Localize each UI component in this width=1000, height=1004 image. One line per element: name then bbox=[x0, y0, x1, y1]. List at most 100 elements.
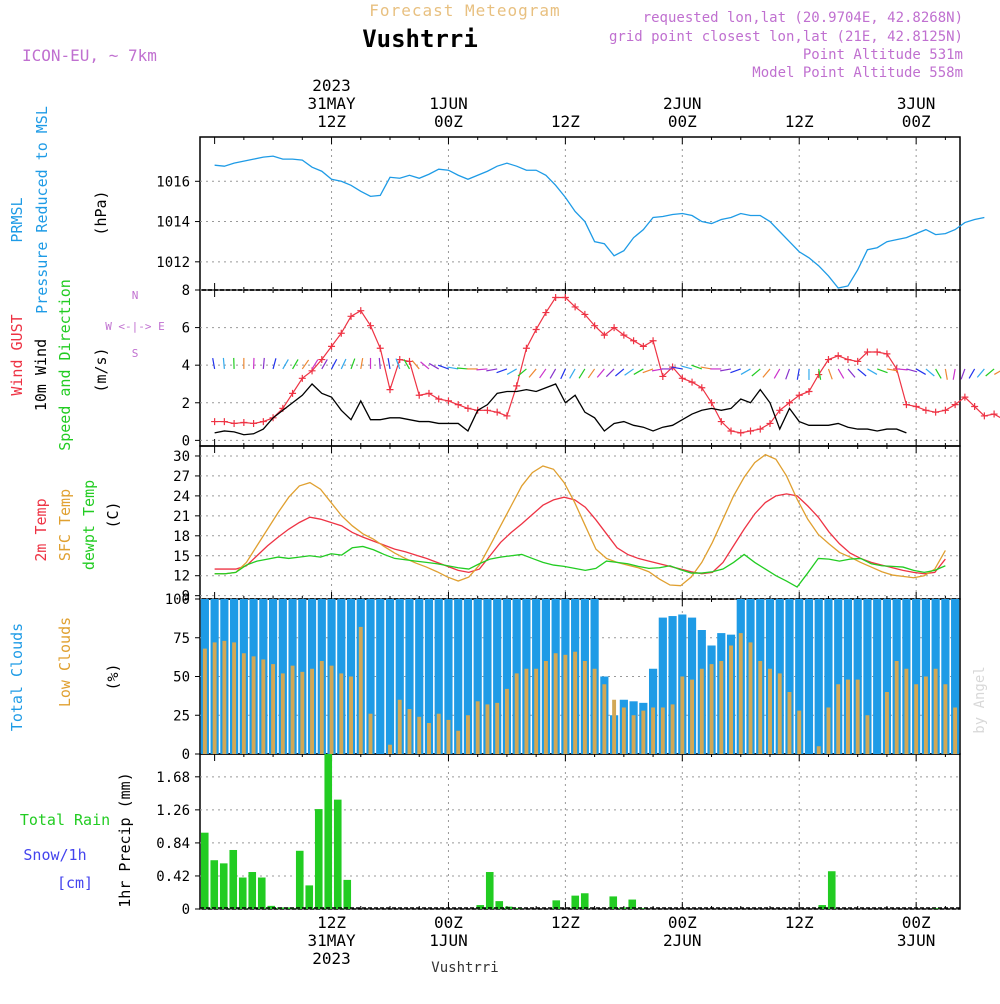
bottom-time-label: 00Z bbox=[902, 913, 931, 932]
wind-direction-arrow bbox=[615, 369, 623, 376]
low-cloud-bar bbox=[456, 731, 460, 754]
top-time-label: 12Z bbox=[785, 112, 814, 131]
y-tick-label: 50 bbox=[173, 670, 190, 686]
y-tick-label: 0.42 bbox=[156, 869, 190, 885]
low-cloud-bar bbox=[797, 711, 801, 754]
top-time-label: 3JUN bbox=[897, 94, 936, 113]
gust-marker bbox=[630, 337, 637, 344]
low-cloud-bar bbox=[846, 680, 850, 754]
pressure-label-long: Pressure Reduced to MSL bbox=[33, 106, 51, 314]
low-cloud-bar bbox=[651, 708, 655, 755]
low-cloud-bar bbox=[612, 700, 616, 754]
y-tick-label: 0 bbox=[182, 902, 190, 918]
y-tick-label: 1012 bbox=[156, 255, 190, 271]
model-altitude: Model Point Altitude 558m bbox=[752, 65, 963, 81]
wind-direction-arrow bbox=[429, 363, 439, 369]
bottom-time-label: 12Z bbox=[551, 913, 580, 932]
total-rain-label: Total Rain bbox=[20, 811, 110, 829]
rain-bar bbox=[296, 851, 304, 909]
low-cloud-bar bbox=[271, 664, 275, 754]
y-tick-label: 1.68 bbox=[156, 770, 190, 786]
low-cloud-bar bbox=[524, 669, 528, 754]
wind-direction-arrow bbox=[848, 369, 855, 377]
wind-direction-arrow bbox=[273, 358, 276, 369]
low-cloud-bar bbox=[222, 641, 226, 754]
low-cloud-bar bbox=[641, 711, 645, 754]
rain-bar bbox=[581, 893, 589, 909]
gust-marker bbox=[991, 411, 998, 418]
wind-direction-arrow bbox=[752, 369, 760, 376]
rain-bar bbox=[486, 872, 494, 909]
low-cloud-bar bbox=[768, 669, 772, 754]
low-cloud-bar bbox=[758, 661, 762, 754]
y-tick-label: 21 bbox=[173, 509, 190, 525]
pressure-label-short: PRMSL bbox=[8, 197, 26, 242]
wind-line bbox=[215, 384, 907, 435]
low-cloud-bar bbox=[661, 708, 665, 755]
wind-direction-arrow bbox=[634, 369, 644, 375]
top-time-label: 1JUN bbox=[429, 94, 468, 113]
model-label: ICON-EU, ~ 7km bbox=[22, 46, 157, 65]
location-title: Vushtrri bbox=[362, 25, 478, 53]
low-cloud-bar bbox=[778, 673, 782, 754]
wind-unit: (m/s) bbox=[92, 347, 110, 392]
gust-marker bbox=[455, 401, 462, 408]
gust-marker bbox=[650, 337, 657, 344]
wind-direction-arrow bbox=[570, 369, 576, 379]
gust-marker bbox=[942, 407, 949, 414]
rain-bar bbox=[258, 878, 266, 909]
total-cloud-bar bbox=[805, 599, 813, 754]
rain-bar bbox=[305, 885, 313, 909]
low-cloud-bar bbox=[719, 661, 723, 754]
low-cloud-bar bbox=[690, 680, 694, 754]
rain-bar bbox=[315, 809, 323, 909]
wind-direction-arrow bbox=[774, 369, 780, 379]
low-cloud-bar bbox=[242, 653, 246, 754]
top-time-label: 00Z bbox=[434, 112, 463, 131]
rain-bar bbox=[343, 880, 351, 909]
precip-label: 1hr Precip (mm) bbox=[116, 772, 134, 907]
credit-watermark: by Angel bbox=[972, 666, 988, 733]
wind-direction-arrow bbox=[643, 369, 653, 373]
compass-we: W <-|-> E bbox=[105, 320, 165, 333]
bottom-time-label: 12Z bbox=[317, 913, 346, 932]
wind-direction-arrow bbox=[293, 359, 299, 369]
low-cloud-bar bbox=[895, 661, 899, 754]
gust-marker bbox=[377, 345, 384, 352]
low-cloud-bar bbox=[739, 633, 743, 754]
wind-direction-arrow bbox=[497, 369, 507, 373]
y-tick-label: 2 bbox=[182, 396, 190, 412]
gust-marker bbox=[708, 399, 715, 406]
low-cloud-bar bbox=[320, 661, 324, 754]
snow-unit: [cm] bbox=[57, 874, 93, 892]
low-cloud-bar bbox=[602, 684, 606, 754]
rain-bar bbox=[201, 833, 209, 909]
y-tick-label: 1.26 bbox=[156, 803, 190, 819]
wind-direction-arrow bbox=[332, 359, 337, 369]
temp2m-line bbox=[215, 494, 946, 574]
low-cloud-bar bbox=[788, 692, 792, 754]
low-cloud-bar bbox=[203, 649, 207, 754]
gust-marker bbox=[445, 397, 452, 404]
total-cloud-bar bbox=[873, 599, 881, 754]
wind-direction-arrow bbox=[961, 369, 965, 379]
y-tick-label: 18 bbox=[173, 529, 190, 545]
low-cloud-bar bbox=[213, 642, 217, 754]
gust-marker bbox=[425, 390, 432, 397]
rain-bar bbox=[324, 754, 332, 909]
dewpt-label: dewpt Temp bbox=[80, 480, 98, 570]
top-time-label: 00Z bbox=[668, 112, 697, 131]
low-cloud-bar bbox=[554, 653, 558, 754]
rain-bar bbox=[828, 871, 836, 909]
total-cloud-bar bbox=[376, 599, 384, 754]
rain-bar bbox=[229, 850, 237, 909]
wind-direction-arrow bbox=[681, 366, 692, 369]
low-cloud-bar bbox=[729, 646, 733, 755]
low-cloud-bar bbox=[408, 709, 412, 754]
gust-marker bbox=[640, 343, 647, 350]
requested-coords: requested lon,lat (20.9704E, 42.8268N) bbox=[643, 10, 963, 26]
wind-direction-arrow bbox=[828, 369, 832, 379]
low-cloud-bar bbox=[632, 715, 636, 754]
